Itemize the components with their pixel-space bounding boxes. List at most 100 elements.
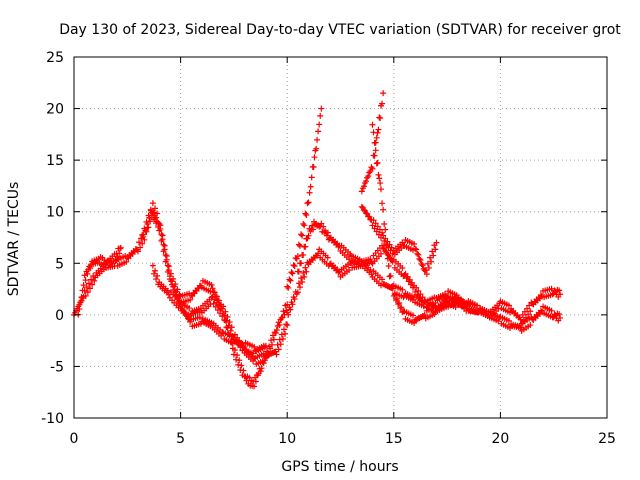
- data-point: [221, 316, 228, 323]
- data-point: [295, 280, 302, 287]
- data-point: [557, 291, 564, 298]
- data-point: [382, 235, 389, 242]
- data-point: [310, 164, 317, 171]
- data-point: [117, 244, 124, 251]
- data-point: [136, 239, 143, 246]
- data-point: [279, 336, 286, 343]
- data-point: [495, 318, 502, 325]
- data-point: [224, 324, 231, 331]
- data-point: [278, 315, 285, 322]
- data-point: [430, 252, 437, 259]
- data-point: [385, 263, 392, 269]
- data-point: [391, 291, 398, 298]
- data-point: [380, 206, 387, 213]
- data-point: [377, 180, 384, 187]
- data-point: [548, 285, 555, 292]
- data-point: [302, 264, 309, 271]
- data-point: [406, 276, 413, 283]
- data-point: [295, 241, 302, 248]
- data-point: [369, 121, 376, 128]
- data-point: [144, 221, 151, 228]
- data-point: [170, 283, 177, 290]
- data-point: [214, 307, 221, 314]
- x-tick-label: 20: [491, 431, 509, 447]
- data-point: [310, 226, 317, 233]
- data-point: [556, 311, 563, 318]
- data-point: [526, 302, 533, 309]
- data-point: [158, 231, 165, 238]
- data-point: [346, 267, 353, 274]
- data-point: [314, 136, 321, 143]
- data-point: [300, 220, 307, 227]
- data-point: [408, 279, 415, 286]
- data-point: [415, 287, 422, 294]
- data-point: [302, 243, 309, 250]
- data-point: [236, 357, 243, 364]
- data-point: [159, 236, 166, 243]
- data-point: [88, 276, 95, 283]
- data-point: [147, 206, 154, 213]
- data-point: [413, 284, 420, 291]
- data-point: [196, 314, 203, 321]
- series-arc-8: [358, 203, 440, 278]
- data-point: [282, 330, 289, 337]
- y-tick-label: -5: [50, 359, 64, 375]
- data-point: [227, 327, 234, 334]
- data-point: [433, 239, 440, 246]
- data-point: [363, 210, 370, 217]
- data-point: [305, 199, 312, 206]
- series-arc-10: [358, 90, 387, 195]
- data-point: [367, 256, 374, 263]
- data-point: [427, 254, 434, 261]
- data-points: [71, 90, 564, 390]
- data-point: [373, 134, 380, 141]
- data-point: [379, 276, 386, 283]
- data-point: [209, 293, 216, 300]
- data-point: [290, 262, 297, 269]
- data-point: [211, 289, 218, 296]
- data-point: [231, 331, 238, 338]
- data-point: [140, 233, 147, 240]
- x-tick-label: 25: [598, 431, 616, 447]
- data-point: [142, 227, 149, 234]
- data-point: [317, 112, 324, 119]
- data-point: [269, 341, 276, 348]
- data-point: [372, 139, 379, 146]
- data-point: [228, 324, 235, 331]
- data-point: [162, 252, 169, 259]
- data-point: [380, 245, 387, 252]
- data-point: [180, 308, 187, 315]
- x-tick-label: 5: [176, 431, 185, 447]
- data-point: [311, 154, 318, 161]
- data-point: [276, 336, 283, 343]
- data-point: [372, 147, 379, 154]
- data-point: [517, 324, 524, 331]
- data-point: [298, 275, 305, 282]
- x-tick-label: 15: [385, 431, 403, 447]
- data-point: [376, 114, 383, 121]
- data-point: [77, 299, 84, 306]
- data-point: [308, 174, 315, 181]
- data-point: [81, 272, 88, 279]
- data-point: [87, 265, 94, 272]
- data-point: [422, 266, 429, 273]
- data-point: [365, 173, 372, 180]
- data-point: [272, 330, 279, 337]
- data-point: [417, 291, 424, 298]
- data-point: [226, 319, 233, 326]
- data-point: [369, 165, 376, 172]
- data-point: [363, 178, 370, 185]
- data-point: [387, 272, 394, 279]
- x-tick-label: 0: [70, 431, 79, 447]
- data-point: [476, 308, 483, 315]
- data-point: [366, 213, 373, 220]
- data-point: [259, 359, 266, 366]
- data-point: [397, 305, 404, 312]
- data-point: [79, 295, 86, 302]
- data-point: [315, 128, 322, 135]
- data-point: [464, 302, 471, 309]
- data-point: [289, 301, 296, 308]
- data-point: [378, 250, 385, 257]
- data-point: [145, 224, 152, 231]
- data-point: [296, 242, 303, 249]
